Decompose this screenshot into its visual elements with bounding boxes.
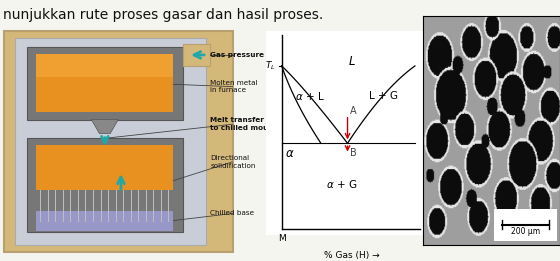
FancyBboxPatch shape bbox=[36, 145, 174, 190]
FancyBboxPatch shape bbox=[27, 47, 183, 120]
Text: B: B bbox=[350, 147, 357, 157]
Polygon shape bbox=[91, 120, 118, 134]
Text: Directional
solidification: Directional solidification bbox=[210, 155, 255, 169]
FancyBboxPatch shape bbox=[4, 31, 232, 252]
Text: 200 μm: 200 μm bbox=[511, 227, 540, 236]
Text: M: M bbox=[278, 234, 286, 243]
Text: $\alpha$: $\alpha$ bbox=[284, 147, 295, 160]
Bar bbox=[494, 209, 557, 241]
Text: nunjukkan rute proses gasar dan hasil proses.: nunjukkan rute proses gasar dan hasil pr… bbox=[3, 8, 323, 22]
Text: Molten metal
in furnace: Molten metal in furnace bbox=[210, 80, 258, 93]
FancyBboxPatch shape bbox=[183, 44, 209, 66]
Text: Chilled base: Chilled base bbox=[210, 211, 254, 216]
FancyBboxPatch shape bbox=[27, 138, 183, 232]
Text: $\alpha$ + G: $\alpha$ + G bbox=[325, 178, 357, 190]
Text: Melt transfer
to chilled mould: Melt transfer to chilled mould bbox=[210, 117, 276, 131]
FancyBboxPatch shape bbox=[15, 38, 206, 245]
Text: A: A bbox=[350, 106, 357, 116]
FancyBboxPatch shape bbox=[36, 54, 174, 112]
Text: Gas pressure: Gas pressure bbox=[210, 52, 264, 58]
FancyBboxPatch shape bbox=[36, 211, 174, 231]
Text: % Gas (H) →: % Gas (H) → bbox=[324, 251, 380, 260]
Text: $\alpha$ + L: $\alpha$ + L bbox=[295, 91, 325, 103]
Text: $T_L$: $T_L$ bbox=[265, 60, 276, 72]
FancyBboxPatch shape bbox=[36, 54, 174, 77]
Text: L: L bbox=[349, 55, 356, 68]
Text: L + G: L + G bbox=[369, 91, 398, 102]
